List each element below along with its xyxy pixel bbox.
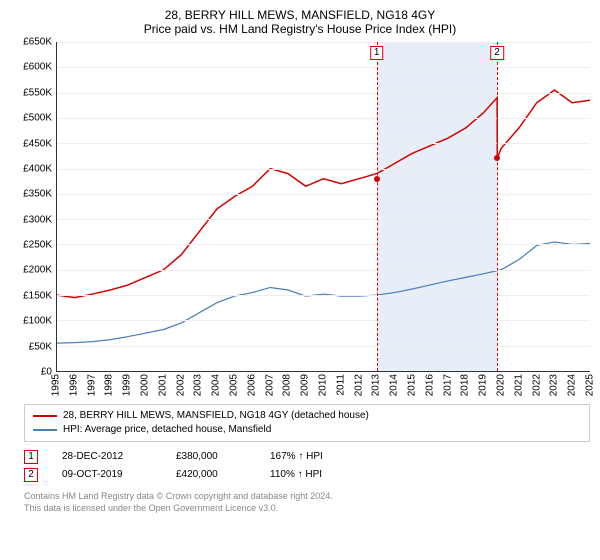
- x-tick-label: 2003: [193, 374, 204, 396]
- legend-swatch: [33, 415, 57, 417]
- tx-number-box: 1: [24, 450, 38, 464]
- legend: 28, BERRY HILL MEWS, MANSFIELD, NG18 4GY…: [24, 404, 590, 442]
- y-tick-label: £350K: [23, 189, 52, 200]
- y-tick-label: £200K: [23, 265, 52, 276]
- x-tick-label: 2018: [460, 374, 471, 396]
- tx-number-box: 2: [24, 468, 38, 482]
- tx-price: £380,000: [176, 448, 246, 466]
- x-tick-label: 2023: [549, 374, 560, 396]
- x-tick-label: 2011: [335, 374, 346, 396]
- x-tick-label: 2001: [157, 374, 168, 396]
- y-tick-label: £550K: [23, 87, 52, 98]
- y-tick-label: £250K: [23, 240, 52, 251]
- x-tick-label: 2020: [496, 374, 507, 396]
- x-tick-label: 2006: [246, 374, 257, 396]
- x-tick-label: 2021: [513, 374, 524, 396]
- y-tick-label: £150K: [23, 290, 52, 301]
- x-tick-label: 2017: [442, 374, 453, 396]
- table-row: 1 28-DEC-2012 £380,000 167% ↑ HPI: [24, 448, 590, 466]
- y-tick-label: £450K: [23, 138, 52, 149]
- legend-item: HPI: Average price, detached house, Mans…: [33, 423, 581, 437]
- chart: £0£50K£100K£150K£200K£250K£300K£350K£400…: [10, 42, 590, 372]
- tx-date: 09-OCT-2019: [62, 466, 152, 484]
- x-tick-label: 2005: [229, 374, 240, 396]
- transaction-dot: [374, 176, 380, 182]
- footer-line: Contains HM Land Registry data © Crown c…: [24, 490, 590, 502]
- series-line: [57, 242, 590, 343]
- x-tick-label: 2025: [585, 374, 596, 396]
- footer-attribution: Contains HM Land Registry data © Crown c…: [24, 490, 590, 514]
- y-tick-label: £650K: [23, 37, 52, 48]
- y-tick-label: £600K: [23, 62, 52, 73]
- plot-area: 12: [56, 42, 590, 372]
- footer-line: This data is licensed under the Open Gov…: [24, 502, 590, 514]
- x-tick-label: 2012: [353, 374, 364, 396]
- x-tick-label: 2022: [531, 374, 542, 396]
- x-tick-label: 2009: [300, 374, 311, 396]
- x-axis: 1995199619971998199920002001200220032004…: [56, 372, 590, 404]
- table-row: 2 09-OCT-2019 £420,000 110% ↑ HPI: [24, 466, 590, 484]
- y-tick-label: £300K: [23, 214, 52, 225]
- x-tick-label: 1997: [86, 374, 97, 396]
- x-tick-label: 2016: [424, 374, 435, 396]
- x-tick-label: 2024: [567, 374, 578, 396]
- x-tick-label: 2007: [264, 374, 275, 396]
- y-tick-label: £100K: [23, 316, 52, 327]
- page-title: 28, BERRY HILL MEWS, MANSFIELD, NG18 4GY: [10, 8, 590, 22]
- tx-date: 28-DEC-2012: [62, 448, 152, 466]
- x-tick-label: 1995: [51, 374, 62, 396]
- transaction-marker: 2: [490, 46, 504, 60]
- x-tick-label: 2019: [478, 374, 489, 396]
- tx-change: 167% ↑ HPI: [270, 448, 360, 466]
- x-tick-label: 2015: [407, 374, 418, 396]
- x-tick-label: 2008: [282, 374, 293, 396]
- y-axis: £0£50K£100K£150K£200K£250K£300K£350K£400…: [10, 42, 56, 372]
- x-tick-label: 2004: [211, 374, 222, 396]
- transaction-table: 1 28-DEC-2012 £380,000 167% ↑ HPI 2 09-OCT-20…: [24, 448, 590, 484]
- x-tick-label: 1999: [122, 374, 133, 396]
- transaction-line: [497, 42, 498, 371]
- x-tick-label: 1998: [104, 374, 115, 396]
- x-tick-label: 1996: [68, 374, 79, 396]
- legend-item: 28, BERRY HILL MEWS, MANSFIELD, NG18 4GY…: [33, 409, 581, 423]
- legend-label: 28, BERRY HILL MEWS, MANSFIELD, NG18 4GY…: [63, 409, 369, 423]
- transaction-marker: 1: [370, 46, 384, 60]
- legend-label: HPI: Average price, detached house, Mans…: [63, 423, 271, 437]
- tx-change: 110% ↑ HPI: [270, 466, 360, 484]
- x-tick-label: 2014: [389, 374, 400, 396]
- x-tick-label: 2000: [140, 374, 151, 396]
- transaction-line: [377, 42, 378, 371]
- y-tick-label: £500K: [23, 113, 52, 124]
- x-tick-label: 2013: [371, 374, 382, 396]
- tx-price: £420,000: [176, 466, 246, 484]
- chart-subtitle: Price paid vs. HM Land Registry's House …: [10, 22, 590, 36]
- y-tick-label: £400K: [23, 163, 52, 174]
- y-tick-label: £50K: [29, 341, 52, 352]
- x-tick-label: 2010: [318, 374, 329, 396]
- transaction-dot: [494, 155, 500, 161]
- legend-swatch: [33, 429, 57, 431]
- x-tick-label: 2002: [175, 374, 186, 396]
